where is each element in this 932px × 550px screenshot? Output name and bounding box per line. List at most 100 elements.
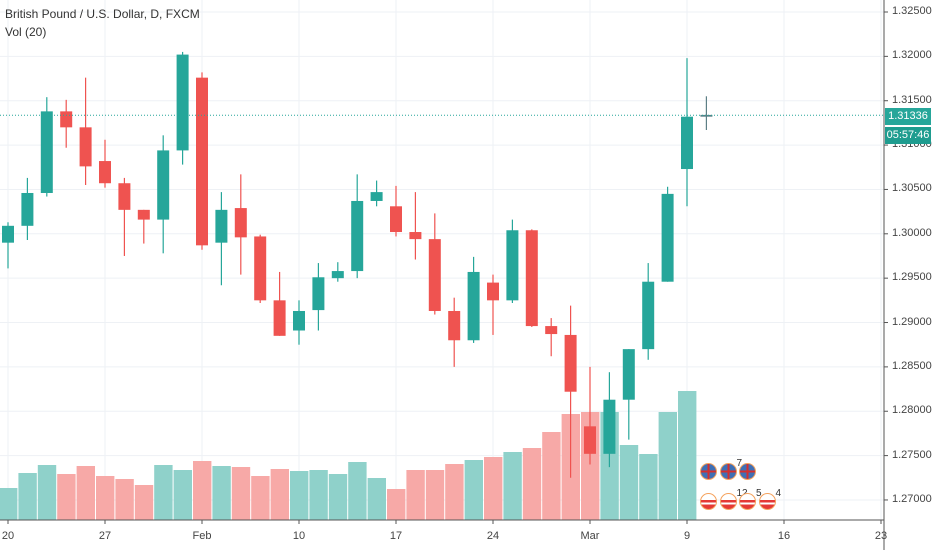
volume-bar (328, 474, 348, 520)
volume-bar (464, 460, 483, 520)
price-label: 1.29500 (892, 271, 932, 284)
price-label: 1.32500 (892, 5, 932, 17)
time-label: Mar (580, 530, 600, 542)
price-label: 1.30500 (892, 182, 932, 195)
volume-bar (658, 412, 677, 520)
volume-bar (425, 470, 445, 520)
volume-bar (619, 445, 639, 520)
event-count: 5 (756, 488, 762, 499)
candle-body (234, 208, 247, 238)
event-count: 7 (736, 458, 743, 469)
price-label: 1.30000 (892, 226, 932, 239)
candle-body (448, 310, 461, 341)
price-label: 1.27500 (892, 448, 932, 461)
volume-bar (154, 465, 173, 520)
candle-body (564, 334, 577, 392)
uk-flag-event-icon[interactable] (719, 463, 737, 480)
candle-body (331, 271, 344, 279)
volume-bar (542, 432, 561, 520)
volume-bar (18, 473, 37, 520)
price-label: 1.28500 (892, 359, 932, 372)
candle-body (603, 399, 616, 454)
candle-body (661, 193, 674, 282)
us-flag-event-icon[interactable] (719, 493, 737, 510)
candle-body (137, 209, 150, 220)
price-label: 1.27000 (892, 492, 932, 505)
price-label: 1.31500 (892, 93, 932, 106)
time-label: 9 (683, 530, 691, 542)
volume-bar (0, 488, 18, 520)
volume-bar (173, 470, 192, 520)
volume-bar (639, 454, 658, 520)
candle-body (273, 300, 286, 336)
symbol-title: British Pound / U.S. Dollar, D, FXCM (5, 7, 200, 21)
candle-body (99, 161, 111, 184)
candle-body (642, 281, 655, 350)
volume-bar (76, 466, 95, 520)
candle-body (118, 183, 131, 210)
volume-bar (270, 469, 289, 520)
candle-body (40, 111, 53, 193)
uk-flag-event-icon[interactable] (739, 463, 756, 480)
volume-bar (503, 452, 522, 520)
us-flag-event-icon[interactable] (700, 493, 717, 510)
volume-bar (57, 474, 76, 520)
candle-body (428, 239, 441, 311)
candle-body (312, 277, 325, 311)
time-label: 23 (874, 530, 888, 542)
candle-body (506, 230, 519, 301)
us-flag-event-icon[interactable] (739, 493, 756, 510)
candle-body (293, 310, 305, 331)
candle-body (21, 192, 34, 226)
us-flag-event-icon[interactable] (758, 493, 776, 510)
candle-body (60, 111, 73, 128)
candle-body (2, 225, 14, 243)
time-label: 16 (777, 530, 791, 542)
time-label: 10 (292, 530, 306, 542)
volume-indicator-label[interactable]: Vol (20) (5, 25, 47, 39)
current-price-tag: 1.31336 (885, 108, 931, 125)
time-label: 20 (1, 530, 15, 542)
volume-bar (251, 476, 270, 520)
candle-body (254, 236, 267, 301)
volume-bar (309, 470, 328, 520)
candle-body (196, 77, 208, 246)
volume-bar (96, 476, 115, 520)
price-label: 1.29000 (892, 315, 932, 328)
price-label: 1.28000 (892, 404, 932, 417)
candle-body (351, 200, 364, 272)
candle-body (215, 209, 228, 243)
volume-bar (484, 457, 503, 520)
candle-body (525, 230, 538, 327)
candle-body (545, 326, 558, 335)
volume-bar (115, 479, 134, 520)
volume-bar (387, 489, 406, 520)
candle-body (176, 54, 189, 151)
volume-bar (37, 465, 57, 520)
time-label: 27 (98, 530, 112, 542)
volume-bar (134, 485, 154, 520)
volume-bar (348, 462, 367, 520)
volume-bar (231, 467, 251, 520)
candle-body (157, 150, 170, 220)
volume-bar (212, 466, 231, 520)
volume-bar (678, 391, 697, 520)
volume-bar (290, 471, 309, 520)
event-count: 4 (775, 488, 782, 499)
volume-bar (406, 470, 425, 520)
time-label: 17 (389, 530, 403, 542)
price-label: 1.32000 (892, 49, 932, 62)
candle-body (700, 114, 713, 117)
candle-body (467, 271, 480, 341)
time-label: Feb (192, 530, 212, 542)
time-label: 24 (486, 530, 500, 542)
uk-flag-event-icon[interactable] (700, 463, 717, 480)
candle-body (409, 232, 422, 240)
volume-bar (445, 464, 464, 520)
candle-body (584, 426, 596, 454)
volume-bar (193, 461, 212, 520)
candle-body (390, 206, 402, 233)
bar-countdown-tag: 05:57:46 (885, 127, 931, 144)
volume-bar (367, 478, 386, 520)
